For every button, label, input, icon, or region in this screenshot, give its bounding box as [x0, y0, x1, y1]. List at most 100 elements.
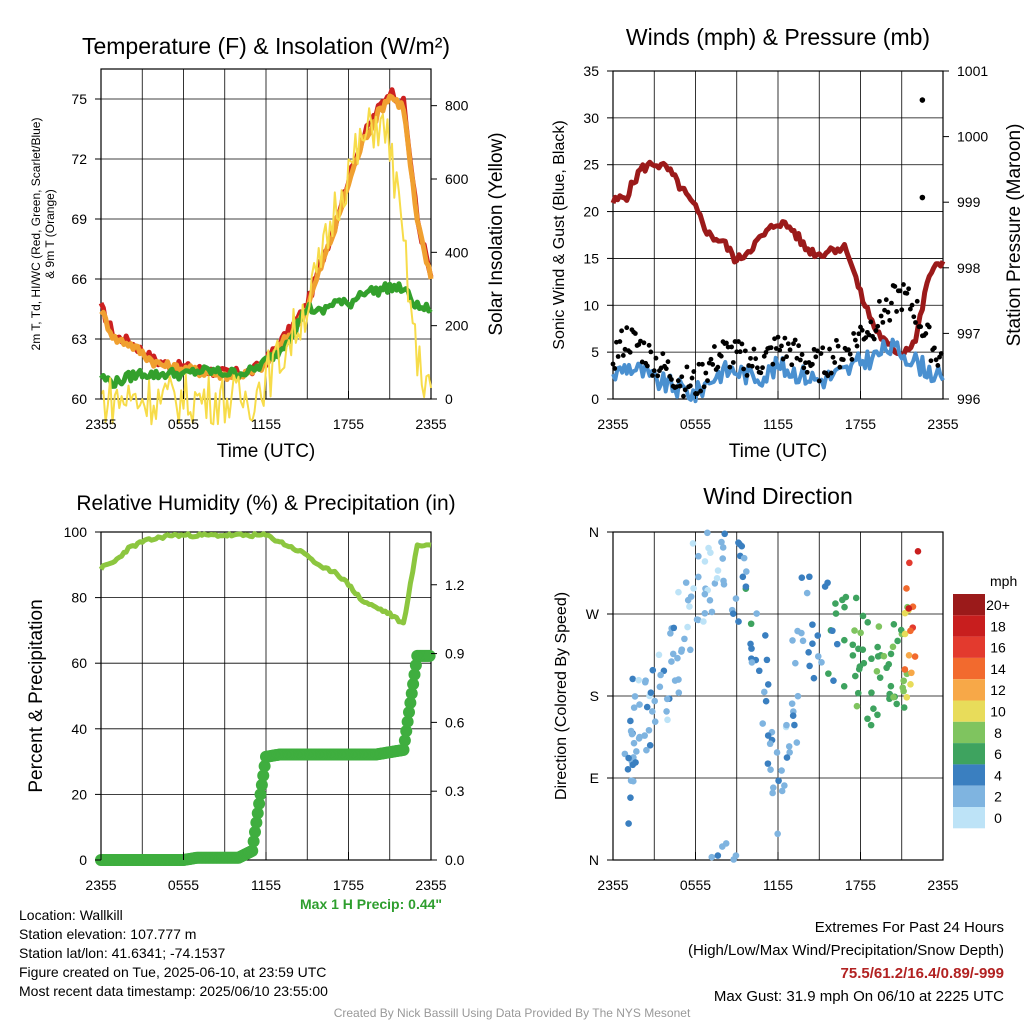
gust-point	[780, 356, 786, 362]
gust-point	[877, 298, 882, 304]
humidity-panel: Relative Humidity (%) & Precipitation (i…	[26, 492, 465, 893]
gust-point	[698, 388, 704, 394]
direction-point	[880, 652, 888, 660]
direction-point	[818, 659, 825, 666]
y-tick-label: N	[589, 852, 599, 868]
direction-point	[707, 549, 714, 556]
gust-point	[710, 362, 716, 367]
direction-point	[832, 610, 840, 617]
direction-point	[713, 574, 721, 582]
temperature-title: Temperature (F) & Insolation (W/m²)	[82, 33, 450, 59]
max-precip-label: Max 1 H Precip: 0.44"	[300, 896, 443, 912]
gust-point	[933, 357, 939, 363]
direction-point	[681, 635, 688, 643]
x-tick-label: 2355	[415, 416, 446, 432]
direction-ylabel: Direction (Colored By Speed)	[553, 592, 570, 800]
direction-point	[643, 703, 651, 711]
direction-point	[805, 648, 812, 656]
gust-point	[741, 366, 747, 372]
direction-point	[631, 693, 639, 700]
gust-point	[708, 356, 714, 362]
direction-point	[907, 627, 914, 635]
gust-point	[825, 373, 831, 379]
temperature-ticks: 2355 0555 1155 1755 2355 60 63 66 69 72 75 0 200 400 6…	[71, 91, 468, 432]
gust-point	[739, 341, 745, 347]
y-tick-label: 0	[591, 391, 599, 407]
direction-point	[766, 740, 774, 748]
direction-title: Wind Direction	[703, 483, 853, 509]
gust-point	[696, 361, 702, 367]
gust-point	[620, 353, 626, 358]
station-latlon: Station lat/lon: 41.6341; -74.1537	[19, 945, 226, 961]
gust-point	[801, 365, 807, 371]
precipitation-point	[404, 696, 417, 709]
station-pressure-line	[610, 159, 946, 358]
gust-point	[782, 335, 788, 341]
direction-point	[900, 704, 908, 711]
gust-point	[899, 307, 905, 313]
direction-point	[781, 782, 788, 789]
gust-point	[837, 364, 843, 370]
humidity-ylabel: Percent & Precipitation	[26, 599, 47, 792]
direction-point	[868, 655, 875, 663]
max-gust: Max Gust: 31.9 mph On 06/10 at 2225 UTC	[713, 988, 1004, 1005]
gust-point	[651, 368, 657, 374]
gust-point	[627, 349, 633, 355]
gust-point	[907, 306, 913, 312]
y2-tick-label: 999	[957, 194, 981, 210]
legend-swatch	[953, 721, 985, 744]
direction-point	[860, 659, 868, 667]
direction-point	[711, 580, 719, 587]
direction-point	[714, 567, 722, 574]
direction-point	[759, 720, 767, 727]
direction-point	[887, 650, 895, 658]
y2-tick-label: 600	[445, 171, 469, 187]
direction-point	[783, 754, 791, 761]
direction-point	[670, 624, 678, 632]
legend-swatch	[953, 807, 985, 829]
x-tick-label: 0555	[680, 877, 711, 893]
precipitation-point	[253, 797, 266, 810]
direction-point	[900, 677, 908, 685]
gust-point	[644, 363, 650, 369]
y-tick-label: 72	[71, 151, 87, 167]
gust-point	[694, 391, 700, 397]
gust-point	[727, 364, 733, 370]
direction-point	[851, 627, 858, 634]
gust-point	[689, 375, 695, 381]
gust-point	[863, 335, 869, 341]
y2-tick-label: 997	[957, 325, 981, 341]
gust-point	[732, 339, 738, 344]
temperature-ylabel-line1: 2m T, Td, HI/WC (Red, Green, Scarlet/Blu…	[29, 118, 43, 351]
precipitation-point	[258, 760, 271, 773]
wind-grid	[613, 70, 943, 400]
solar-insolation-line	[100, 107, 432, 426]
direction-point	[785, 743, 793, 750]
direction-point	[675, 588, 682, 596]
direction-point	[889, 643, 897, 651]
x-tick-label: 2355	[597, 416, 628, 432]
direction-point	[806, 573, 813, 581]
gust-point	[816, 378, 822, 384]
gust-point	[679, 374, 685, 380]
direction-point	[821, 583, 829, 590]
legend-label: 14	[990, 661, 1006, 677]
extremes-values: 75.5/61.2/16.4/0.89/-999	[840, 965, 1004, 982]
direction-point	[695, 552, 702, 560]
station-info: Location: Wallkill Station elevation: 10…	[19, 906, 328, 1001]
y-tick-label: 10	[583, 297, 599, 313]
direction-point	[870, 705, 877, 713]
direction-point	[885, 660, 893, 668]
direction-point	[625, 754, 632, 762]
y2-tick-label: 0.6	[445, 714, 465, 730]
y-tick-label: 80	[71, 590, 87, 606]
x-tick-label: 2355	[415, 877, 446, 893]
extremes-title: Extremes For Past 24 Hours	[814, 919, 1004, 936]
gust-point	[878, 313, 884, 319]
x-tick-label: 2355	[597, 877, 628, 893]
direction-points	[621, 529, 922, 863]
direction-point	[874, 711, 881, 719]
direction-point	[764, 681, 772, 688]
precipitation-point	[249, 826, 261, 839]
direction-point	[786, 749, 793, 756]
